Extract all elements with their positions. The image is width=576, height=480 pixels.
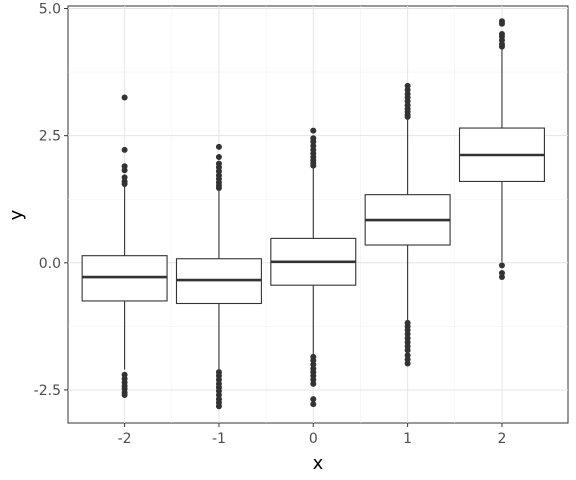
plot-panel [67,5,569,424]
outlier-point [404,347,411,354]
outlier-point [310,127,317,134]
outlier-point [404,113,411,120]
outlier-point [498,274,505,281]
outlier-point [215,143,222,150]
y-tick-label: -2.5 [34,383,61,399]
outlier-point [310,401,317,408]
y-tick-label: 2.5 [39,129,61,145]
outlier-point [498,43,505,50]
tick-labels: -2.5 0.0 2.5 5.0 -2 -1 0 1 2 [34,2,507,447]
outlier-point [121,146,128,153]
outlier-point [215,403,222,410]
outlier-point [310,396,317,403]
outlier-point [215,154,222,161]
x-tick-label: -1 [212,431,226,447]
x-tick-label: 2 [498,431,507,447]
x-axis-title: x [313,453,324,474]
outlier-point [498,20,505,27]
box-1 [364,82,451,367]
outlier-point [404,360,411,367]
outlier-point [121,94,128,101]
outlier-point [498,262,505,269]
boxes [81,18,545,410]
outlier-point [310,380,317,387]
outlier-point [121,167,128,174]
x-tick-label: 0 [309,431,318,447]
box-2 [458,18,545,281]
y-tick-label: 5.0 [39,2,61,18]
box--1 [175,143,262,410]
outlier-point [215,185,222,192]
y-axis-title: y [6,209,27,220]
outlier-point [121,180,128,187]
outlier-point [121,392,128,399]
box-0 [270,127,357,408]
x-tick-label: -2 [118,431,132,447]
outlier-point [310,162,317,169]
box--2 [81,94,168,399]
x-tick-label: 1 [403,431,412,447]
y-tick-label: 0.0 [39,256,61,272]
